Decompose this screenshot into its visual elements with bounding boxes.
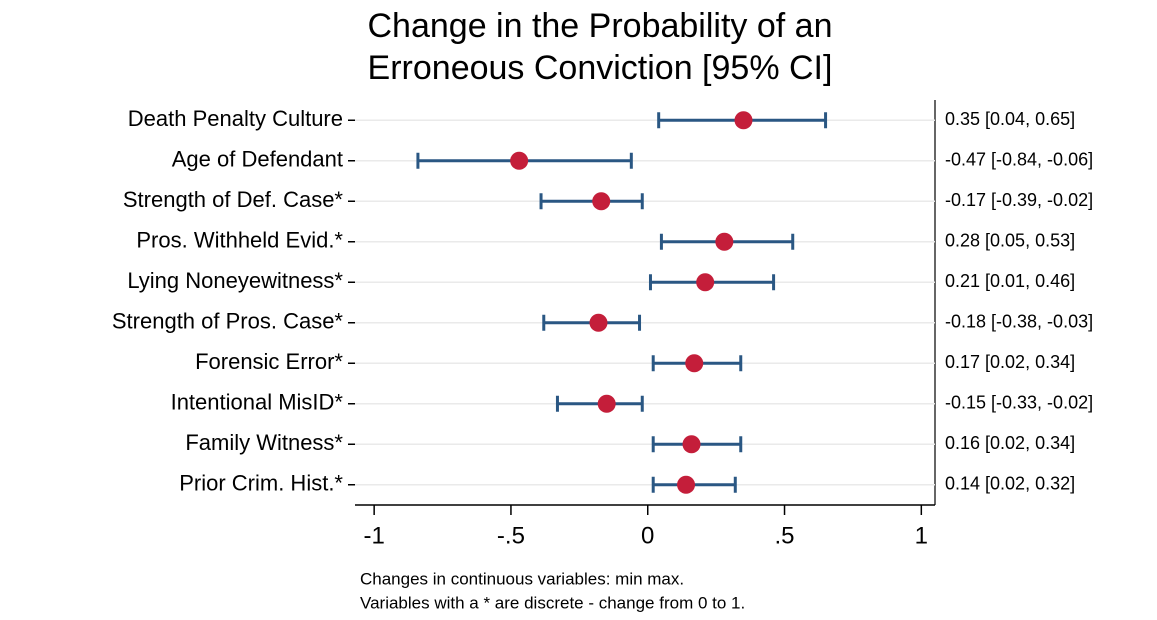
point (715, 232, 734, 251)
y-tick-label: Age of Defendant (172, 147, 343, 172)
value-label: 0.21 [0.01, 0.46] (945, 271, 1075, 291)
y-tick-label: Family Witness* (185, 430, 343, 455)
value-label: 0.14 [0.02, 0.32] (945, 474, 1075, 494)
point (682, 435, 701, 454)
x-tick-label: 1 (915, 522, 928, 549)
y-tick-label: Prior Crim. Hist.* (179, 471, 343, 496)
x-tick-label: .5 (775, 522, 795, 549)
point (685, 354, 704, 373)
point (677, 475, 696, 494)
value-label: 0.17 [0.02, 0.34] (945, 352, 1075, 372)
point (589, 313, 608, 332)
point (592, 192, 611, 211)
point (597, 394, 616, 413)
x-tick-label: 0 (641, 522, 654, 549)
value-label: 0.35 [0.04, 0.65] (945, 109, 1075, 129)
y-tick-label: Pros. Withheld Evid.* (136, 228, 343, 253)
point (734, 111, 753, 130)
value-label: -0.47 [-0.84, -0.06] (945, 150, 1093, 170)
y-tick-label: Strength of Def. Case* (123, 187, 344, 212)
chart-title: Change in the Probability of an (368, 7, 833, 45)
y-tick-label: Lying Noneyewitness* (127, 268, 343, 293)
x-tick-label: -1 (363, 522, 384, 549)
value-label: 0.28 [0.05, 0.53] (945, 231, 1075, 251)
y-tick-label: Intentional MisID* (171, 390, 344, 415)
note: Changes in continuous variables: min max… (360, 569, 684, 588)
value-label: -0.17 [-0.39, -0.02] (945, 190, 1093, 210)
y-tick-label: Forensic Error* (195, 349, 343, 374)
point (510, 151, 529, 170)
y-tick-label: Strength of Pros. Case* (112, 309, 344, 334)
chart-title: Erroneous Conviction [95% CI] (368, 49, 833, 87)
point (696, 273, 715, 292)
y-tick-label: Death Penalty Culture (128, 106, 343, 131)
value-label: 0.16 [0.02, 0.34] (945, 433, 1075, 453)
value-label: -0.18 [-0.38, -0.03] (945, 312, 1093, 332)
x-tick-label: -.5 (497, 522, 525, 549)
value-label: -0.15 [-0.33, -0.02] (945, 393, 1093, 413)
note: Variables with a * are discrete - change… (360, 593, 745, 612)
